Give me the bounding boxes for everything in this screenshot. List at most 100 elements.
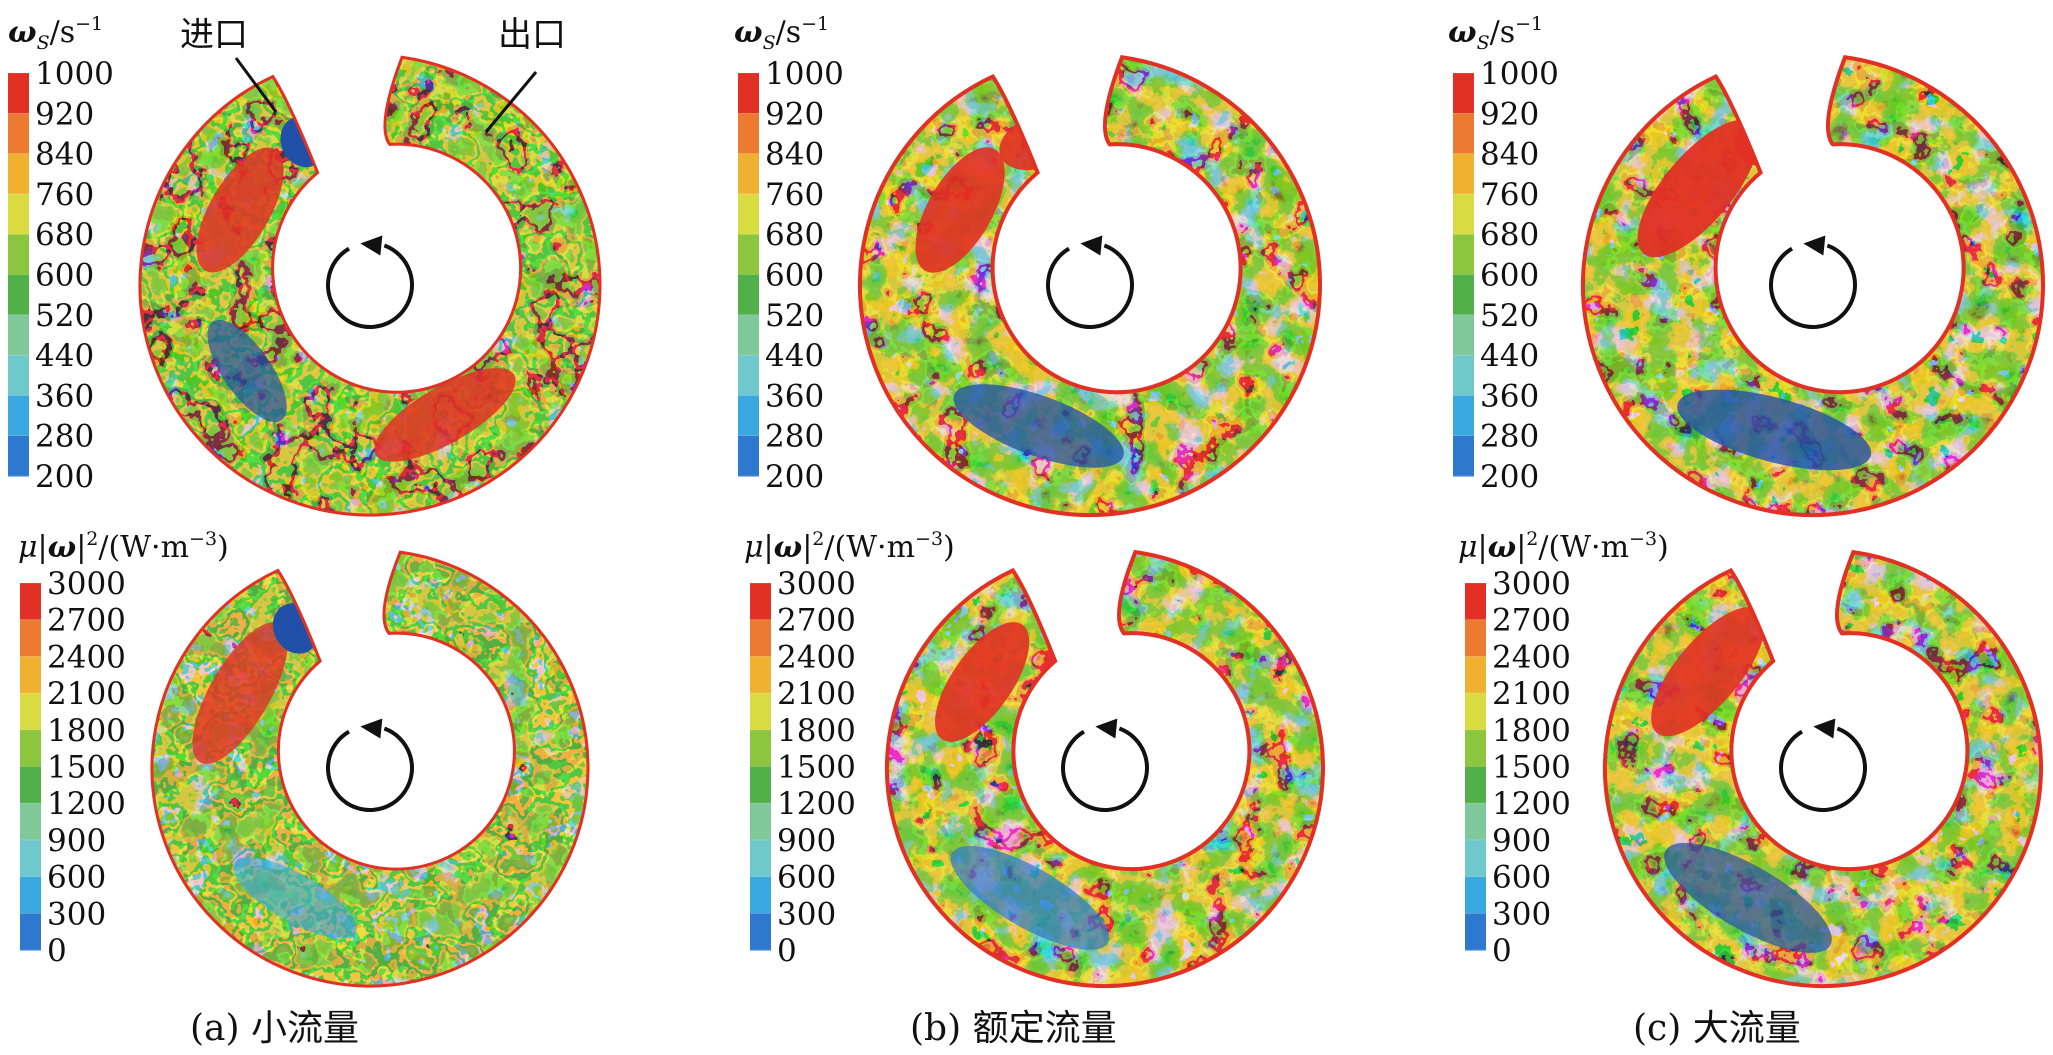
contour-region [915, 147, 1005, 273]
colorbar-band [8, 395, 29, 437]
colorbar-band [1465, 693, 1486, 731]
contour-region [1664, 842, 1832, 953]
rotation-arrowhead [1813, 718, 1836, 739]
colorbar-band [8, 274, 29, 316]
rotation-arrow [326, 726, 414, 812]
contour-field [139, 57, 600, 515]
panel-caption: (c) 大流量 [1633, 1008, 1801, 1049]
ring-outline [150, 550, 590, 988]
colorbar-tick-label: 440 [1480, 338, 1539, 374]
colorbar-title-dissipation: μ|ω|2/(W·m−3) [1458, 528, 1669, 565]
colorbar-band [1453, 234, 1474, 276]
colorbar-tick-label: 1000 [35, 56, 114, 92]
inlet-leader-line [234, 57, 278, 113]
colorbar-tick-label: 840 [35, 137, 94, 173]
contour-region [935, 622, 1030, 742]
colorbar-band [1465, 656, 1486, 694]
colorbar-tick-label: 840 [1480, 137, 1539, 173]
colorbar-tick-label: 2100 [47, 676, 126, 712]
contour-region [953, 384, 1124, 468]
colorbar-band [738, 153, 759, 195]
colorbar-tick-label: 760 [35, 177, 94, 213]
colorbar-band [1453, 73, 1474, 114]
colorbar-tick-label: 900 [777, 823, 836, 859]
colorbar-tick-label: 920 [35, 96, 94, 132]
colorbar-band [8, 153, 29, 195]
rotation-arrowhead [1095, 718, 1118, 739]
colorbar-band [750, 729, 771, 768]
colorbar-band [1465, 619, 1486, 657]
colorbar-tick-label: 520 [1480, 298, 1539, 334]
colorbar-title-vorticity: ωS/s−1 [8, 13, 103, 54]
colorbar-band [20, 839, 41, 878]
colorbar-tick-label: 1200 [1492, 786, 1571, 822]
colorbar-vorticity: 1000 920 840 760 680 600 520 440 360 280 200 [1453, 56, 1559, 495]
colorbar-band [738, 113, 759, 155]
colorbar-tick-label: 1500 [777, 750, 856, 786]
colorbar-band [1453, 395, 1474, 437]
colorbar-tick-label: 920 [765, 96, 824, 132]
colorbar-band [1465, 913, 1486, 951]
colorbar-band [20, 656, 41, 694]
colorbar-title: μ|ω|2/(W·m−3) [1458, 528, 1669, 565]
colorbar-tick-label: 1200 [47, 786, 126, 822]
inlet-outlet-callouts: 进口 出口 [180, 15, 566, 133]
colorbar-tick-label: 280 [1480, 419, 1539, 455]
colorbar-tick-label: 520 [765, 298, 824, 334]
colorbar-tick-label: 2100 [1492, 676, 1571, 712]
colorbar-band [738, 395, 759, 437]
colorbar-band [750, 583, 771, 621]
colorbar-tick-label: 200 [35, 459, 94, 495]
colorbar-band [738, 435, 759, 477]
contour-region [1677, 389, 1872, 471]
colorbar-tick-label: 760 [765, 177, 824, 213]
contour-region [192, 622, 288, 764]
colorbar-tick-label: 1500 [1492, 750, 1571, 786]
colorbar-tick-label: 1800 [777, 713, 856, 749]
colorbar-band [750, 619, 771, 657]
colorbar-band [738, 234, 759, 276]
colorbar-tick-label: 1000 [765, 56, 844, 92]
colorbar-tick-label: 280 [765, 419, 824, 455]
colorbar-band [750, 876, 771, 914]
colorbar-tick-label: 600 [1492, 860, 1551, 896]
outlet-leader-line [484, 71, 538, 133]
volute-dissipation-contour [150, 550, 590, 988]
inlet-label: 进口 [180, 15, 248, 55]
colorbar-tick-label: 200 [765, 459, 824, 495]
contour-noise [139, 57, 600, 515]
colorbar-band [750, 839, 771, 878]
rotation-arrow [1769, 243, 1857, 329]
colorbar-tick-label: 440 [765, 338, 824, 374]
colorbar-tick-label: 2700 [1492, 603, 1571, 639]
colorbar-title: ωS/s−1 [8, 13, 103, 54]
ring-outline [1581, 55, 2045, 517]
colorbar-tick-label: 3000 [47, 566, 126, 602]
rotation-arrow [1779, 726, 1867, 812]
colorbar-tick-label: 600 [765, 258, 824, 294]
colorbar-band [20, 803, 41, 841]
colorbar-tick-label: 2700 [777, 603, 856, 639]
ring-outline [1603, 549, 2043, 988]
colorbar-tick-label: 2400 [1492, 639, 1571, 675]
colorbar-title-vorticity: ωS/s−1 [1448, 13, 1543, 54]
colorbar-tick-label: 2400 [777, 639, 856, 675]
colorbar-band [738, 314, 759, 356]
colorbar-band [20, 583, 41, 621]
colorbar-band [20, 693, 41, 731]
colorbar-tick-label: 680 [1480, 217, 1539, 253]
colorbar-tick-label: 360 [1480, 378, 1539, 414]
rotation-arrowhead [1803, 235, 1826, 256]
colorbar-band [8, 73, 29, 114]
colorbar-band [1453, 193, 1474, 235]
colorbar-tick-label: 680 [35, 217, 94, 253]
contour-field [1605, 552, 2041, 987]
colorbar-band [1453, 113, 1474, 155]
colorbar-band [750, 803, 771, 841]
contour-field [887, 552, 1323, 986]
colorbar-band [1465, 766, 1486, 804]
rotation-arrowhead [360, 718, 383, 739]
rotation-arrowhead [1080, 235, 1103, 256]
colorbar-tick-label: 680 [765, 217, 824, 253]
